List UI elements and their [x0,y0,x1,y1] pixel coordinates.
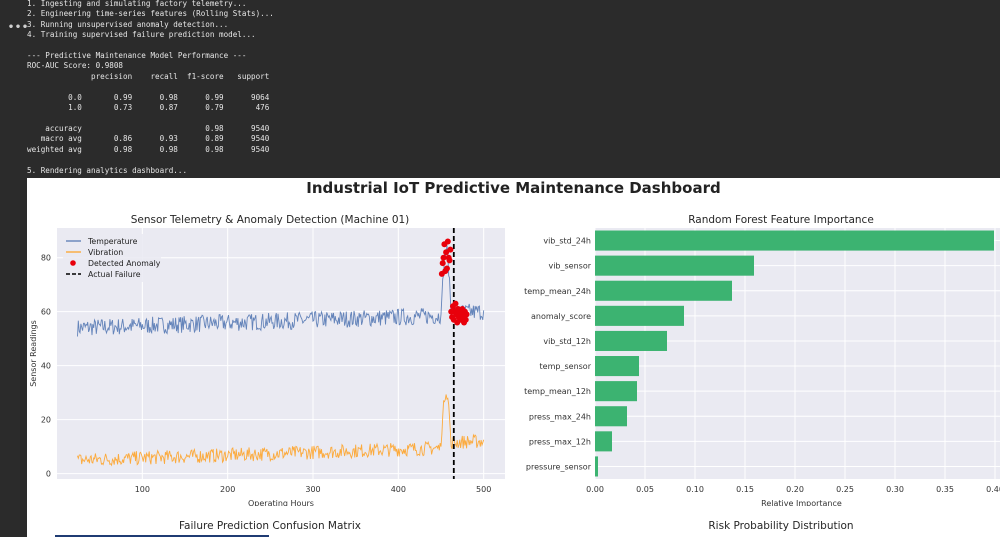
x-tick-label: 0.30 [886,485,904,494]
more-horizontal-icon[interactable]: ••• [8,22,30,33]
vibration-series-line [77,394,485,467]
legend-box [63,234,161,282]
x-tick-label: 0.25 [836,485,854,494]
importance-bar-vib-sensor [595,255,754,276]
anomaly-point [443,265,450,272]
anomaly-point [447,246,454,253]
console-log: 1. Ingesting and simulating factory tele… [27,0,274,175]
category-label: anomaly_score [531,312,591,321]
y-tick-label: 80 [41,254,51,263]
y-tick-label: 40 [41,362,51,371]
x-tick-label: 300 [305,485,320,494]
sensor-chart-title: Sensor Telemetry & Anomaly Detection (Ma… [130,214,410,226]
anomaly-point [446,257,453,264]
legend-vibration-label: Vibration [88,248,123,257]
category-label: press_max_12h [529,437,591,446]
category-label: temp_mean_24h [524,287,591,296]
importance-bar-vib-std-12h [595,330,667,351]
anomaly-point [452,300,459,307]
x-tick-label: 0.15 [736,485,754,494]
category-label: vib_std_24h [543,237,591,246]
confusion-matrix-title: Failure Prediction Confusion Matrix [178,520,361,532]
importance-bar-anomaly-score [595,305,684,326]
importance-chart-title: Random Forest Feature Importance [688,214,874,226]
x-tick-label: 500 [476,485,491,494]
dashboard-figure: Industrial IoT Predictive Maintenance Da… [27,178,1000,537]
confusion-matrix-bar [55,535,269,537]
legend-actual-failure-label: Actual Failure [88,270,141,279]
legend-detected-anomaly-swatch [70,260,76,266]
x-axis-label: Operating Hours [248,499,314,506]
importance-bar-pressure-sensor [595,456,598,477]
y-tick-label: 0 [46,470,51,479]
x-tick-label: 0.20 [786,485,804,494]
legend-detected-anomaly-label: Detected Anomaly [88,259,161,268]
category-label: press_max_24h [529,412,591,421]
y-tick-label: 20 [41,416,51,425]
anomaly-point [462,316,469,323]
x-tick-label: 200 [220,485,235,494]
category-label: temp_sensor [540,362,592,371]
y-axis-label: Sensor Readings [29,320,38,387]
category-label: pressure_sensor [526,462,592,471]
category-label: vib_std_12h [543,337,591,346]
y-tick-label: 60 [41,308,51,317]
x-tick-label: 0.10 [686,485,704,494]
anomaly-point [444,238,451,245]
importance-bar-temp-mean-24h [595,280,732,301]
anomaly-point [443,249,450,256]
x-tick-label: 0.35 [936,485,954,494]
temperature-series-line [77,245,485,337]
category-label: vib_sensor [548,262,591,271]
console-output: ••• 1. Ingesting and simulating factory … [0,0,1000,178]
risk-distribution-title: Risk Probability Distribution [708,520,854,532]
feature-importance-chart: 0.00 0.05 0.10 0.15 0.20 0.25 0.30 0.35 0.40 vib_… [524,228,1000,506]
x-tick-label: 400 [391,485,406,494]
x-tick-label: 0.05 [636,485,654,494]
anomaly-point [463,311,470,318]
anomaly-point [439,260,446,267]
category-label: temp_mean_12h [524,387,591,396]
legend-temperature-label: Temperature [87,237,138,246]
anomaly-point [440,254,447,261]
importance-bar-press-max-24h [595,406,627,427]
x-tick-label: 100 [135,485,150,494]
dashboard-title: Industrial IoT Predictive Maintenance Da… [306,179,721,197]
importance-bar-vib-std-24h [595,230,994,251]
sensor-telemetry-chart: 100 200 300 400 500 0 20 40 60 80 Operating Hours S… [29,228,505,506]
importance-bar-temp-sensor [595,356,639,377]
x-tick-label: 0.40 [986,485,1000,494]
x-tick-label: 0.00 [586,485,604,494]
importance-bar-temp-mean-12h [595,381,637,402]
x-axis-label: Relative Importance [761,499,842,506]
importance-bar-press-max-12h [595,431,612,452]
